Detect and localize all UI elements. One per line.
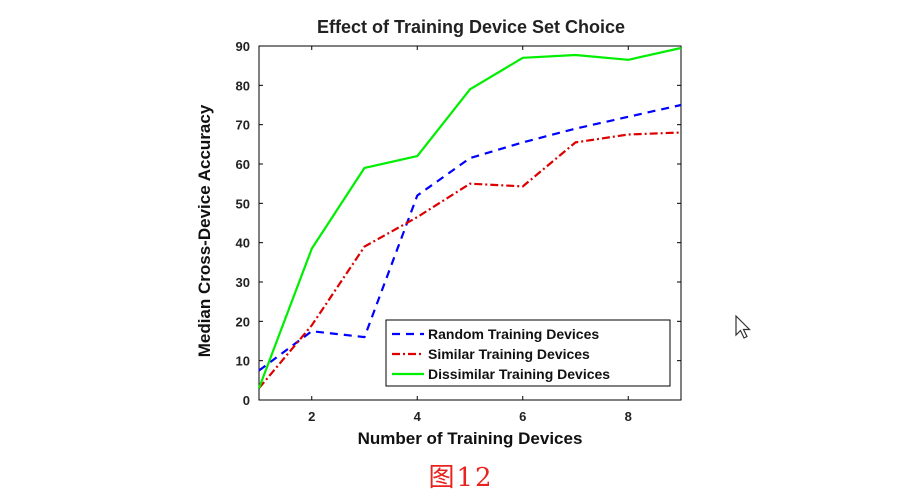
- y-tick-label: 60: [236, 157, 250, 172]
- y-axis-label: Median Cross-Device Accuracy: [195, 104, 214, 357]
- chart-title: Effect of Training Device Set Choice: [317, 17, 625, 37]
- x-axis-label: Number of Training Devices: [358, 429, 583, 448]
- figure-caption: 图12: [428, 463, 494, 493]
- y-tick-label: 50: [236, 196, 250, 211]
- legend-label-1: Random Training Devices: [428, 326, 599, 342]
- y-tick-label: 20: [236, 314, 250, 329]
- y-tick-label: 10: [236, 354, 250, 369]
- x-tick-label: 4: [414, 409, 422, 424]
- y-tick-label: 0: [243, 393, 250, 408]
- series-line-2: [258, 131, 682, 389]
- y-tick-label: 80: [236, 78, 250, 93]
- x-tick-label: 8: [625, 409, 632, 424]
- y-tick-label: 30: [236, 275, 250, 290]
- series-line-3: [257, 46, 682, 389]
- plot-frame: [258, 45, 682, 401]
- y-tick-label: 70: [236, 118, 250, 133]
- legend-box: [385, 319, 671, 387]
- legend-label-3: Dissimilar Training Devices: [428, 366, 610, 382]
- x-tick-label: 6: [519, 409, 526, 424]
- y-tick-label: 40: [236, 236, 250, 251]
- series-line-1: [258, 103, 682, 372]
- x-tick-label: 2: [308, 409, 315, 424]
- mouse-cursor-icon: [735, 315, 751, 339]
- y-tick-label: 90: [236, 39, 250, 54]
- legend-label-2: Similar Training Devices: [428, 346, 590, 362]
